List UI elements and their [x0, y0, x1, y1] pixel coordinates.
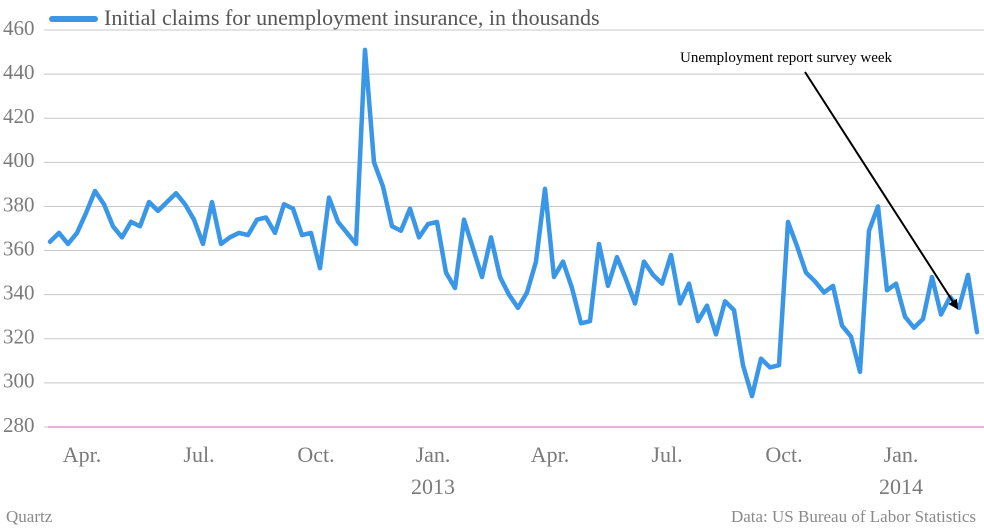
y-tick-label: 440	[3, 60, 35, 84]
y-tick-label: 380	[3, 192, 35, 216]
x-tick-label: Jul.	[183, 442, 214, 467]
x-tick-label: Jan.	[884, 442, 919, 467]
y-tick-label: 320	[3, 325, 35, 349]
annotation-arrow	[804, 71, 959, 310]
y-tick-label: 340	[3, 280, 35, 304]
y-tick-label: 280	[3, 413, 35, 437]
credit: Quartz	[6, 507, 53, 526]
grid	[44, 29, 984, 428]
legend-label: Initial claims for unemployment insuranc…	[104, 5, 600, 30]
x-tick-label: Jul.	[651, 442, 682, 467]
x-tick-label: Apr.	[63, 442, 102, 467]
y-tick-label: 400	[3, 148, 35, 172]
plot-area	[47, 47, 980, 399]
y-tick-label: 420	[3, 104, 35, 128]
x-tick-label: Apr.	[531, 442, 570, 467]
y-tick-label: 300	[3, 369, 35, 393]
x-tick-label: Oct.	[297, 442, 334, 467]
annotation: Unemployment report survey week	[680, 50, 893, 66]
x-year-label: 2014	[879, 474, 923, 499]
source: Data: US Bureau of Labor Statistics	[731, 507, 976, 526]
x-year-label: 2013	[411, 474, 455, 499]
data-line	[47, 47, 980, 399]
x-tick-label: Oct.	[765, 442, 802, 467]
x-tick-label: Jan.	[416, 442, 451, 467]
y-tick-label: 360	[3, 236, 35, 260]
y-tick-label: 460	[3, 16, 35, 40]
